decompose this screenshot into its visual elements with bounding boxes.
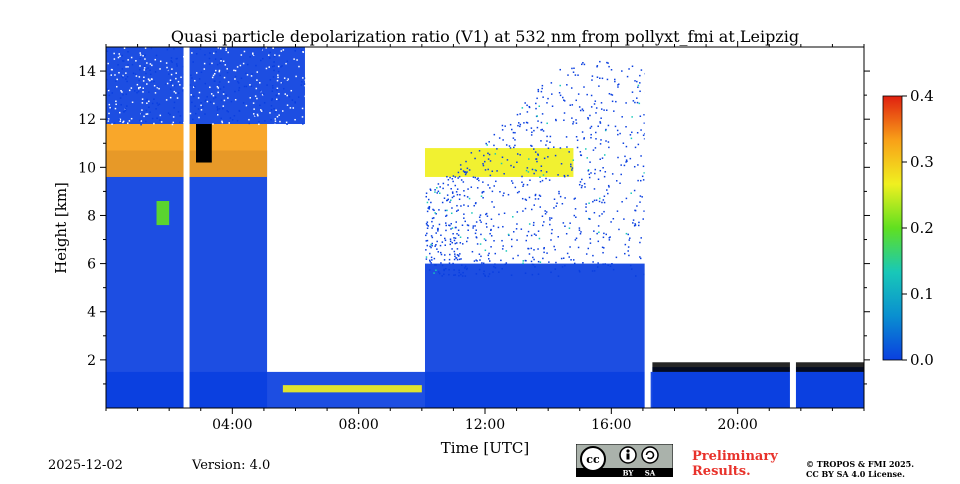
black-cloud-core	[196, 124, 212, 163]
license-line-2: CC BY SA 4.0 License.	[806, 469, 905, 479]
sa-icon	[641, 446, 659, 464]
cc-license-badge: cc BY SA	[575, 443, 674, 478]
region-mid-cirrus	[424, 148, 574, 177]
colorbar-gradient	[882, 95, 903, 361]
y-tick-label: 2	[87, 353, 96, 369]
x-tick-label: 04:00	[212, 417, 252, 433]
colorbar-tick-label: 0.2	[910, 219, 934, 237]
license-note: © TROPOS & FMI 2025. CC BY SA 4.0 Licens…	[806, 459, 914, 479]
cc-icon-text: cc	[586, 453, 600, 466]
y-axis-label: Height [km]	[52, 182, 70, 274]
data-gap-2	[644, 47, 651, 408]
y-axis: 2 4 6 8 10 12 14	[78, 64, 870, 385]
plot-area	[105, 46, 865, 409]
speckle-layer	[106, 47, 648, 278]
x-tick-label: 20:00	[717, 417, 757, 433]
region-upper-noise-early	[106, 47, 305, 125]
chart-title: Quasi particle depolarization ratio (V1)…	[171, 27, 799, 46]
region-evening-clouds	[652, 367, 864, 408]
y-tick-label: 14	[78, 64, 96, 80]
y-tick-label: 12	[78, 112, 96, 128]
y-tick-label: 10	[78, 160, 96, 176]
colorbar-tick-label: 0.4	[910, 87, 934, 105]
x-axis: 04:00 08:00 12:00 16:00 20:00	[105, 41, 865, 433]
colorbar: 0.0 0.1 0.2 0.3 0.4	[882, 87, 934, 369]
black-cloud-base	[652, 362, 864, 372]
region-thin-layer-morning	[282, 385, 422, 393]
data-gap-1	[183, 47, 190, 408]
data-gap-3	[789, 47, 796, 408]
colorbar-tick-label: 0.3	[910, 153, 934, 171]
preliminary-results-note: Preliminary Results.	[692, 449, 778, 479]
footer-version: Version: 4.0	[192, 458, 271, 473]
x-tick-label: 08:00	[338, 417, 378, 433]
cc-sa-label: SA	[645, 469, 656, 478]
x-tick-label: 16:00	[591, 417, 631, 433]
region-afternoon-column	[424, 263, 650, 408]
y-tick-label: 8	[87, 208, 96, 224]
cc-icon	[580, 446, 606, 472]
colorbar-tick-label: 0.0	[910, 351, 934, 369]
region-aerosol-streak	[156, 201, 170, 226]
footer-date: 2025-12-02	[48, 458, 123, 473]
cc-by-label: BY	[623, 469, 635, 478]
x-tick-label: 12:00	[465, 417, 505, 433]
y-tick-label: 4	[87, 305, 96, 321]
y-tick-label: 6	[87, 257, 96, 273]
license-line-1: © TROPOS & FMI 2025.	[806, 459, 915, 469]
x-axis-label: Time [UTC]	[441, 439, 530, 457]
colorbar-tick-label: 0.1	[910, 285, 934, 303]
